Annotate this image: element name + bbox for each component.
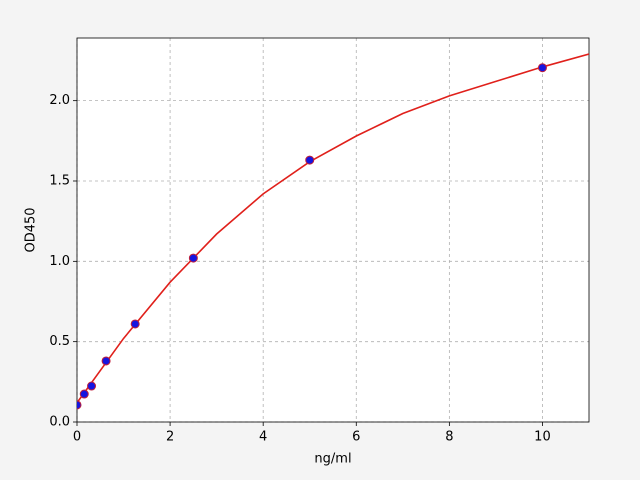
data-point (101, 356, 111, 366)
x-tick-label: 10 (534, 430, 551, 445)
y-tick-label: 1.5 (49, 173, 70, 188)
plot-area (77, 38, 589, 422)
fit-curve (77, 53, 589, 404)
data-point (130, 319, 140, 329)
y-tick-label: 2.0 (49, 93, 70, 108)
x-tick-label: 4 (259, 430, 267, 445)
x-tick-label: 6 (352, 430, 360, 445)
data-point (305, 155, 315, 165)
y-axis-label: OD450 (24, 207, 39, 252)
y-tick-label: 1.0 (49, 254, 70, 269)
x-tick-label: 8 (445, 430, 453, 445)
x-axis-label: ng/ml (314, 452, 351, 467)
data-point (77, 400, 82, 410)
y-tick-label: 0.0 (49, 415, 70, 430)
x-tick-label: 0 (73, 430, 81, 445)
data-point (537, 63, 547, 73)
data-point (87, 381, 97, 391)
x-tick-label: 2 (166, 430, 174, 445)
y-tick-label: 0.5 (49, 334, 70, 349)
data-point (188, 253, 198, 263)
axes-frame (76, 37, 590, 423)
data-point (79, 389, 89, 399)
